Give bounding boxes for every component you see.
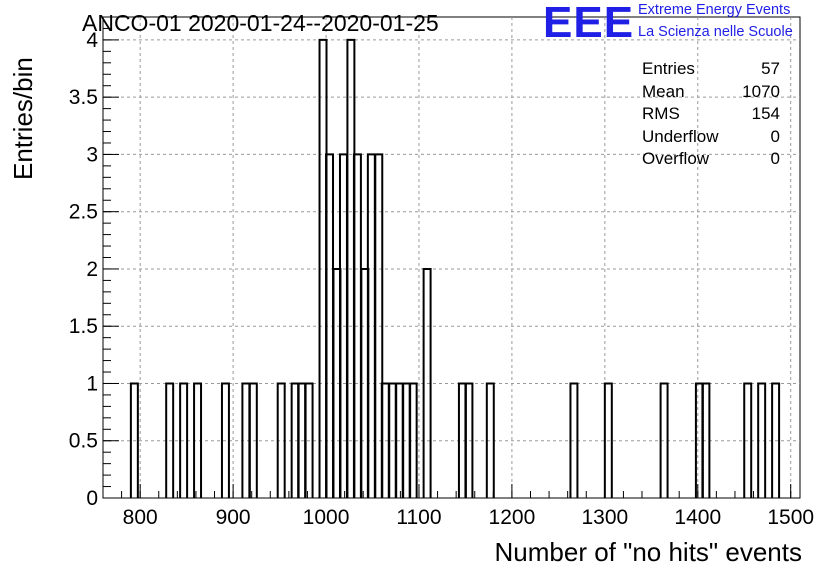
x-axis-label: Number of "no hits" events [494,537,803,567]
x-tick-label: 900 [216,506,251,529]
histogram-outline [129,38,781,498]
y-tick-label: 0.5 [69,430,98,453]
eee-logo: EEE [543,0,635,47]
y-tick-label: 2.5 [69,201,98,224]
y-tick-label: 1 [86,372,98,395]
logo-line-2: La Scienza nelle Scuole [638,24,793,40]
y-tick-label: 0 [86,487,98,510]
y-tick-label: 3 [86,143,98,166]
stat-underflow: Underflow 0 [642,126,780,146]
x-tick-label: 1100 [396,506,441,529]
x-tick-label: 1500 [767,506,814,529]
x-tick-label: 1200 [489,506,536,529]
stat-overflow: Overflow 0 [642,149,780,168]
stat-mean: Mean 1070 [642,81,780,101]
y-axis-label: Entries/bin [8,57,38,180]
logo-line-1: Extreme Energy Events [638,2,791,18]
stat-rms: RMS 154 [642,104,780,123]
y-tick-label: 3.5 [69,86,98,109]
stats-box: Entries 57 Mean 1070 RMS 154 Underflow 0 Ove… [642,58,780,171]
chart-title: ANCO-01 2020-01-24--2020-01-25 [82,10,439,36]
x-tick-label: 1400 [674,506,721,529]
x-tick-label: 1300 [581,506,628,529]
stat-entries: Entries 57 [642,59,780,78]
y-tick-label: 4 [86,29,98,52]
x-tick-label: 800 [123,506,158,529]
y-tick-label: 1.5 [69,315,98,338]
x-tick-label: 1000 [303,506,350,529]
y-tick-label: 2 [86,258,98,281]
